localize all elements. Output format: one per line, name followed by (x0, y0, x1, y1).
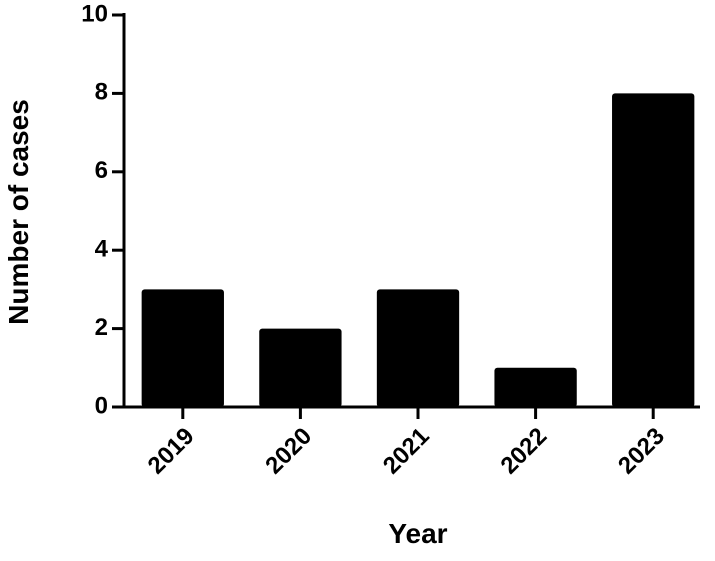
bar (259, 328, 342, 407)
bar (494, 367, 577, 407)
bar (141, 289, 224, 407)
y-tick-label: 4 (95, 236, 109, 263)
x-tick-label: 2021 (378, 423, 435, 480)
x-tick-label: 2019 (143, 423, 200, 480)
x-axis-title: Year (388, 518, 447, 549)
x-tick-label: 2020 (260, 423, 317, 480)
x-tick-label: 2023 (613, 423, 670, 480)
y-tick-label: 2 (95, 314, 108, 341)
y-tick-label: 8 (95, 79, 108, 106)
x-tick-label: 2022 (495, 423, 552, 480)
y-tick-label: 0 (95, 392, 108, 419)
bar (612, 93, 695, 408)
y-tick-label: 10 (81, 0, 108, 27)
bar (376, 289, 460, 407)
y-tick-label: 6 (95, 157, 108, 184)
y-axis-title: Number of cases (3, 99, 34, 325)
